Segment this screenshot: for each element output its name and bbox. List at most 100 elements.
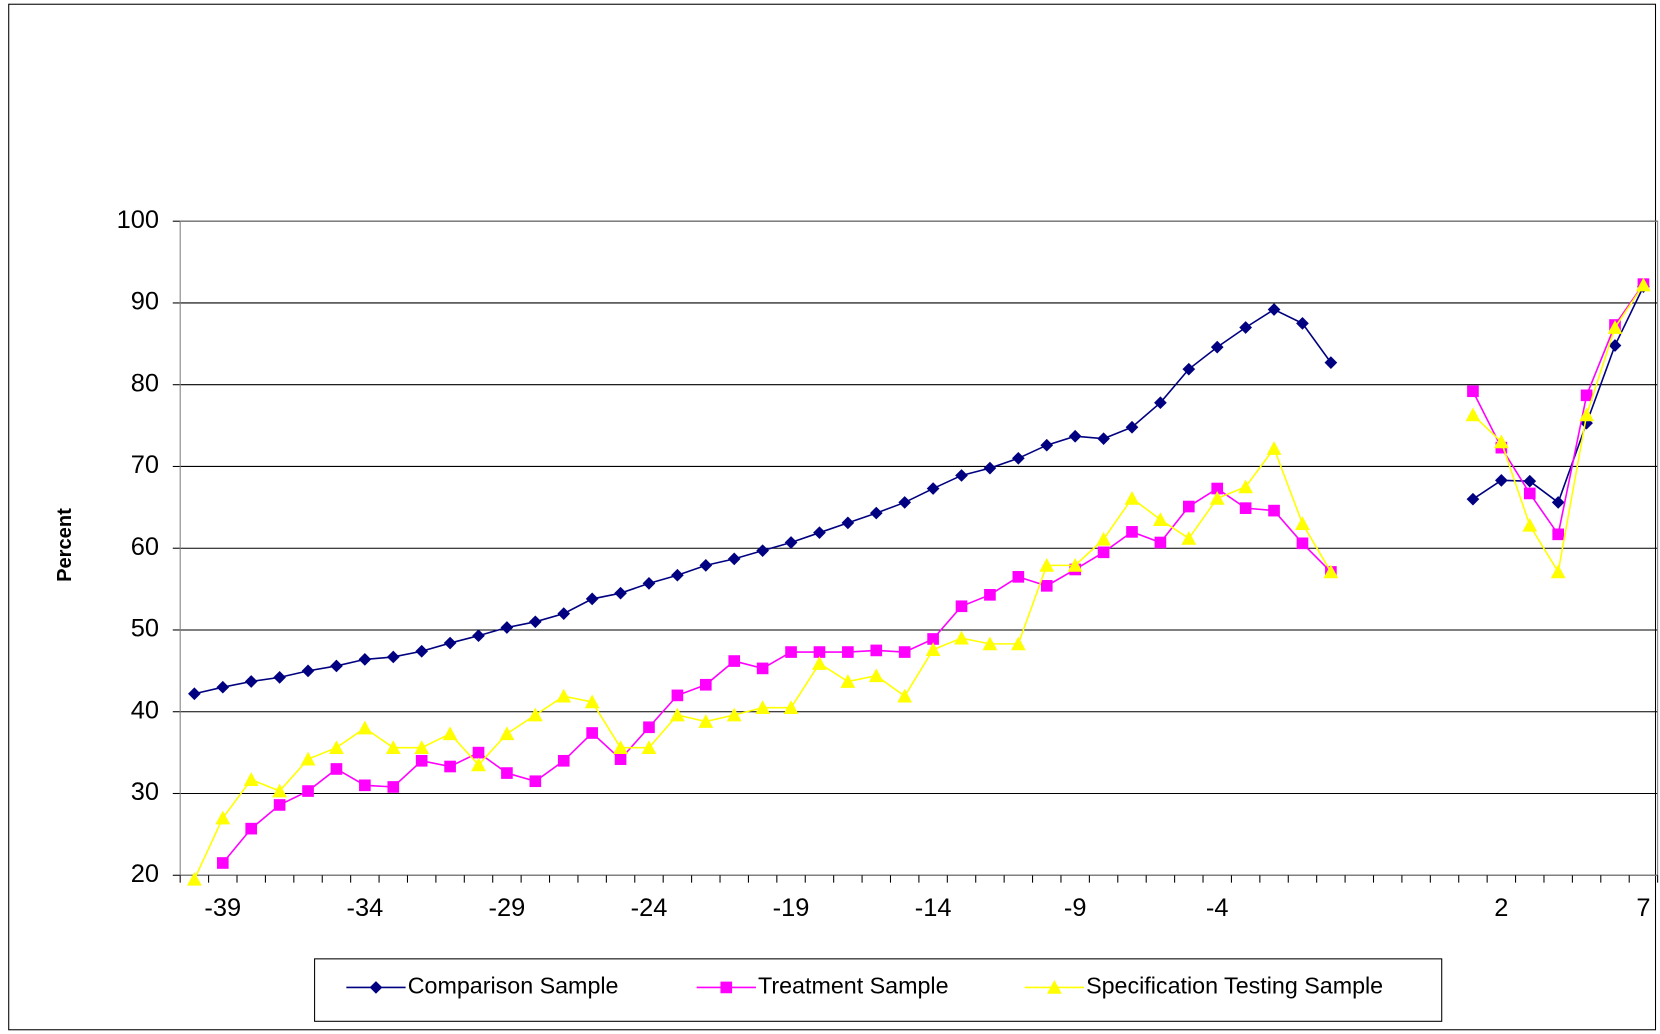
marker <box>1324 356 1338 369</box>
legend-label: Treatment Sample <box>758 973 949 999</box>
y-tick-label: 90 <box>131 288 159 316</box>
marker <box>330 659 343 673</box>
y-tick-label: 100 <box>117 206 159 234</box>
marker <box>387 781 400 793</box>
marker <box>1068 429 1082 443</box>
x-tick-label: -24 <box>631 894 668 922</box>
marker <box>926 482 940 495</box>
marker <box>358 653 372 666</box>
marker <box>785 646 797 658</box>
marker <box>1493 434 1509 449</box>
x-tick-label: -14 <box>915 894 952 922</box>
marker <box>586 727 598 739</box>
marker <box>1580 389 1593 402</box>
marker <box>783 700 799 714</box>
marker <box>671 568 684 582</box>
marker <box>1010 636 1026 651</box>
marker <box>726 707 742 722</box>
marker <box>641 740 657 755</box>
marker <box>1125 420 1139 434</box>
marker <box>330 763 343 775</box>
marker <box>954 630 969 645</box>
marker <box>614 753 627 765</box>
marker <box>669 707 685 722</box>
marker <box>756 662 769 675</box>
marker <box>472 629 485 643</box>
marker <box>728 655 741 667</box>
marker <box>813 526 826 540</box>
marker <box>301 664 315 678</box>
marker <box>501 767 513 779</box>
marker <box>444 760 456 773</box>
marker <box>755 700 771 714</box>
y-tick-label: 60 <box>131 533 159 561</box>
marker <box>699 678 712 691</box>
marker <box>1607 320 1623 334</box>
marker <box>1152 512 1168 526</box>
x-tick-label: -39 <box>204 894 241 922</box>
marker <box>1295 516 1310 531</box>
marker <box>272 783 288 798</box>
marker <box>245 822 258 835</box>
marker <box>1209 490 1225 505</box>
marker <box>186 871 202 886</box>
marker <box>1467 385 1479 398</box>
marker <box>556 688 572 703</box>
marker <box>698 714 714 728</box>
marker <box>442 726 458 741</box>
marker <box>1039 557 1055 572</box>
y-tick-label: 50 <box>131 615 159 643</box>
marker <box>671 689 684 702</box>
marker <box>720 981 733 994</box>
marker <box>243 772 259 786</box>
marker <box>1040 438 1054 452</box>
marker <box>1096 531 1111 546</box>
marker <box>329 740 344 755</box>
marker <box>499 726 515 741</box>
marker <box>357 720 373 735</box>
marker <box>415 754 428 767</box>
marker <box>868 668 884 683</box>
y-tick-label: 80 <box>131 369 159 397</box>
x-tick-label: -9 <box>1064 894 1087 922</box>
marker <box>1323 564 1339 579</box>
marker <box>1097 546 1110 559</box>
marker <box>471 757 486 772</box>
marker <box>727 552 741 566</box>
marker <box>699 559 713 572</box>
marker <box>1239 502 1252 514</box>
marker <box>613 740 628 755</box>
marker <box>273 799 286 811</box>
x-tick-label: 7 <box>1636 894 1650 922</box>
marker <box>472 746 485 759</box>
marker <box>215 810 231 825</box>
marker <box>1046 980 1062 994</box>
marker <box>414 740 430 755</box>
marker <box>302 785 314 797</box>
marker <box>841 516 855 530</box>
marker <box>1126 526 1138 538</box>
marker <box>1523 487 1536 500</box>
marker <box>784 536 798 549</box>
marker <box>1636 277 1651 292</box>
marker <box>188 687 201 701</box>
marker <box>813 646 826 658</box>
marker <box>1550 564 1566 579</box>
y-axis-label: Percent <box>54 508 76 582</box>
marker <box>527 707 543 722</box>
marker <box>643 721 655 734</box>
legend-label: Comparison Sample <box>408 973 619 999</box>
marker <box>300 751 316 766</box>
marker <box>642 577 656 590</box>
marker <box>557 754 570 767</box>
marker <box>927 633 939 645</box>
marker <box>385 740 401 755</box>
marker <box>898 646 911 658</box>
marker <box>1067 557 1083 572</box>
x-tick-label: -4 <box>1206 894 1229 922</box>
y-tick-label: 70 <box>131 451 159 479</box>
marker <box>897 688 913 703</box>
legend <box>314 958 1443 1022</box>
marker <box>1268 504 1280 517</box>
